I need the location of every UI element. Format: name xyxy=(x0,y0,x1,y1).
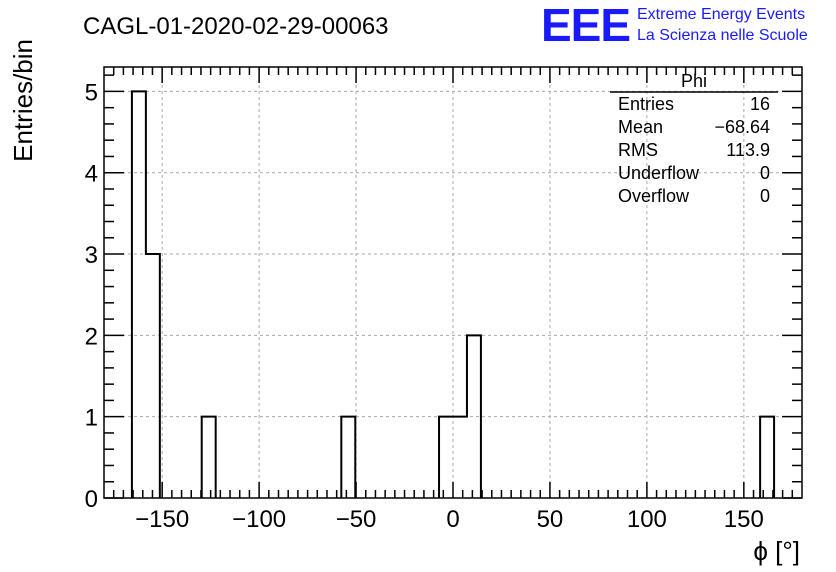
stats-label: RMS xyxy=(618,140,658,160)
stats-label: Underflow xyxy=(618,163,700,183)
axis-ticks xyxy=(104,67,802,499)
stats-title: Phi xyxy=(681,71,707,91)
histogram-bin xyxy=(132,91,146,498)
x-tick-label: 0 xyxy=(446,506,459,533)
stats-label: Overflow xyxy=(618,186,690,206)
x-tick-label: 50 xyxy=(537,506,564,533)
histogram-bin xyxy=(453,417,467,498)
x-tick-labels: −150 −100 −50 0 50 100 150 xyxy=(135,506,764,533)
eee-logo-mark: EEE xyxy=(541,0,630,51)
x-tick-label: 150 xyxy=(724,506,764,533)
histogram-bin xyxy=(202,417,216,498)
x-axis-title: ϕ [°] xyxy=(753,536,800,566)
y-tick-label: 0 xyxy=(85,486,98,513)
y-axis-title: Entries/bin xyxy=(8,39,38,162)
y-tick-label: 3 xyxy=(85,242,98,269)
logo-line-1: Extreme Energy Events xyxy=(637,6,805,23)
histogram-outline xyxy=(130,90,776,498)
x-tick-label: −150 xyxy=(135,506,189,533)
eee-logo: EEE Extreme Energy Events La Scienza nel… xyxy=(541,0,808,51)
x-tick-label: 100 xyxy=(627,506,667,533)
stats-label: Mean xyxy=(618,117,663,137)
grid-lines xyxy=(104,67,802,498)
stats-value: 16 xyxy=(750,94,770,114)
stats-label: Entries xyxy=(618,94,674,114)
stats-value: −68.64 xyxy=(714,117,770,137)
y-tick-labels: 0 1 2 3 4 5 xyxy=(85,79,98,513)
y-tick-label: 4 xyxy=(85,161,98,188)
histogram-bin xyxy=(146,254,160,498)
stats-value: 0 xyxy=(760,163,770,183)
histogram-bin xyxy=(439,417,453,498)
stats-box: Phi Entries 16 Mean −68.64 RMS 113.9 Underflow… xyxy=(610,71,778,206)
logo-line-2: La Scienza nelle Scuole xyxy=(637,27,808,44)
x-tick-label: −50 xyxy=(336,506,377,533)
y-tick-label: 2 xyxy=(85,323,98,350)
histogram-bin xyxy=(341,417,355,498)
stats-value: 0 xyxy=(760,186,770,206)
x-tick-label: −100 xyxy=(232,506,286,533)
stats-value: 113.9 xyxy=(726,140,770,160)
y-tick-label: 5 xyxy=(85,79,98,106)
y-tick-label: 1 xyxy=(85,405,98,432)
histogram-bin xyxy=(760,417,774,498)
chart-title: CAGL-01-2020-02-29-00063 xyxy=(83,13,389,40)
